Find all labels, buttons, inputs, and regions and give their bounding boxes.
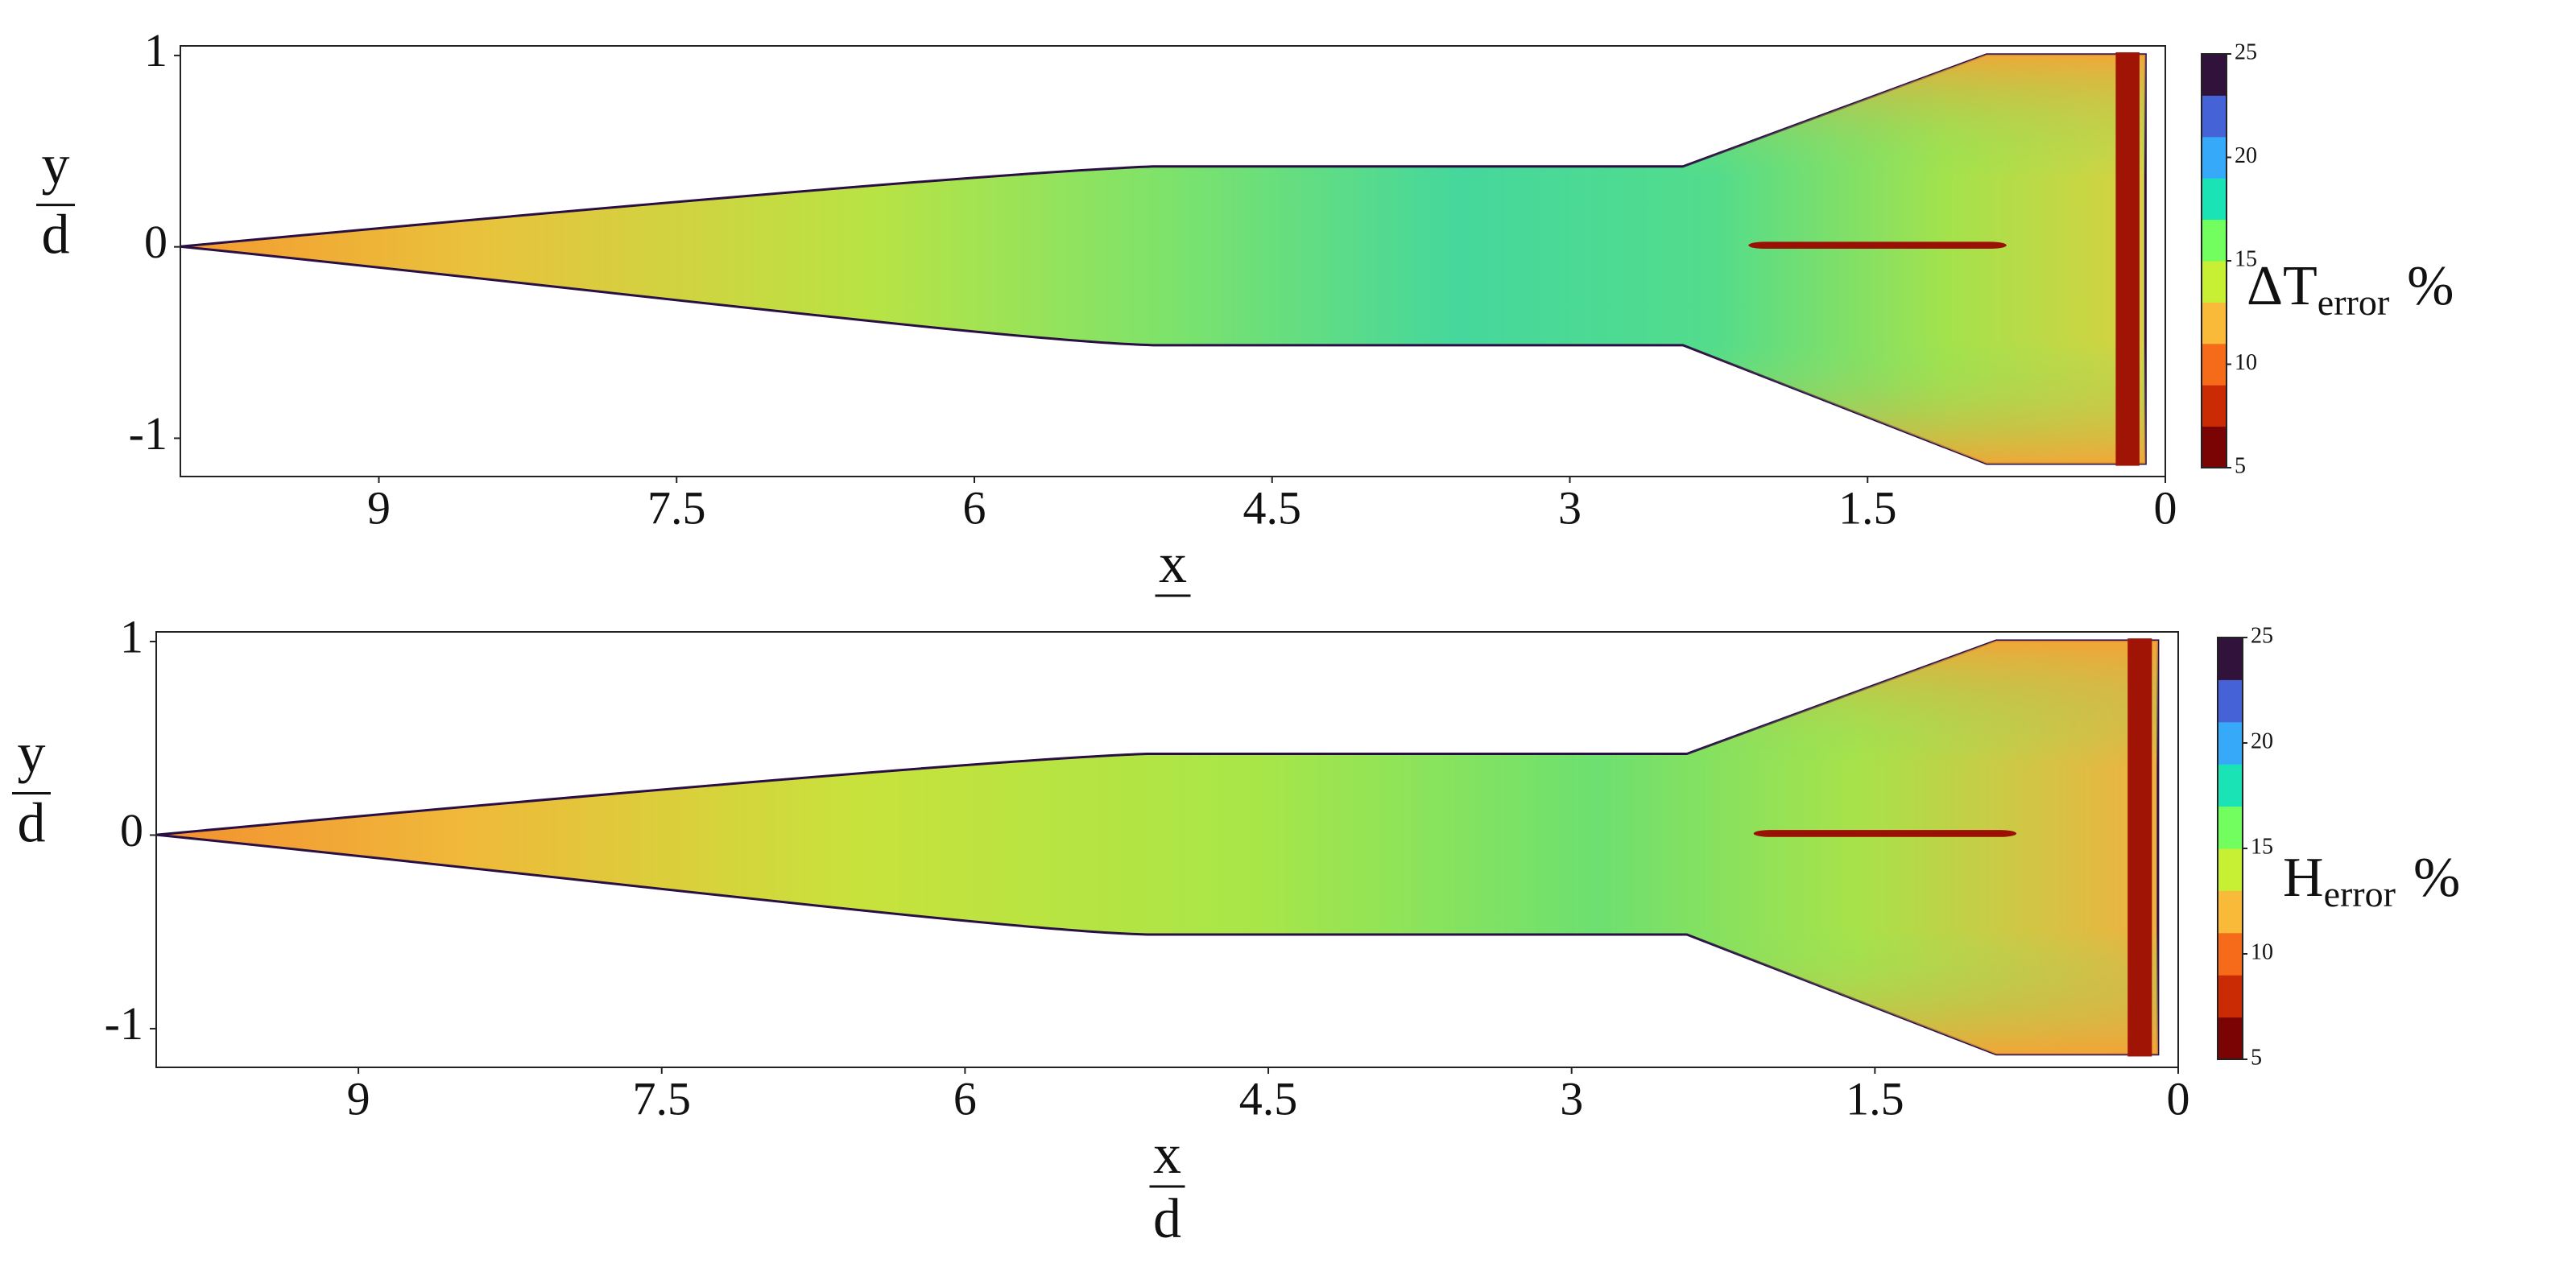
- x-tick-label: 0: [2154, 481, 2177, 534]
- colorbar-segment: [2218, 974, 2243, 1018]
- colorbar-segment: [2218, 806, 2243, 849]
- colorbar-tick-label: 10: [2235, 350, 2257, 375]
- vehicle-shape: [180, 55, 2145, 464]
- x-tick-label: 0: [2167, 1072, 2190, 1125]
- label-unit: %: [2413, 847, 2460, 909]
- colorbar-segment: [2202, 260, 2227, 303]
- hot-streak: [1753, 830, 2017, 837]
- axes-frame: [180, 45, 2166, 477]
- x-label-numerator: x: [1153, 1124, 1181, 1186]
- heatmap-field: [180, 52, 2145, 466]
- label-subscript: error: [2318, 282, 2389, 323]
- y-label-numerator: y: [18, 723, 46, 785]
- x-tick-label: 4.5: [1239, 1072, 1298, 1125]
- x-tick-label: 6: [963, 481, 986, 534]
- colorbar-label: Herror%: [2283, 847, 2460, 914]
- x-tick-label: 9: [367, 481, 391, 534]
- colorbar-tick-label: 20: [2251, 728, 2273, 753]
- colorbar-segment: [2202, 219, 2227, 262]
- y-tick-label: 0: [120, 804, 143, 856]
- colorbar-tick-label: 15: [2251, 834, 2273, 859]
- colorbar-segment: [2218, 1017, 2243, 1060]
- colorbar-segment: [2218, 721, 2243, 765]
- x-tick-label: 9: [347, 1072, 370, 1125]
- x-label-denominator: d: [1153, 1188, 1181, 1250]
- x-tick-label: 7.5: [647, 481, 706, 534]
- label-unit: %: [2407, 255, 2454, 317]
- x-tick-label: 7.5: [633, 1072, 692, 1125]
- x-tick-label: 1.5: [1838, 481, 1897, 534]
- vehicle-shape: [156, 641, 2158, 1054]
- x-tick-label: 3: [1560, 1072, 1583, 1125]
- x-tick-label: 1.5: [1846, 1072, 1904, 1125]
- colorbar-segment: [2202, 94, 2227, 138]
- y-tick-label: 1: [144, 24, 167, 76]
- fin-gradient: [1686, 640, 2158, 1054]
- hot-streak: [1748, 241, 2007, 249]
- colorbar-segment: [2202, 384, 2227, 427]
- y-tick-label: -1: [129, 407, 167, 460]
- heatmap-field: [156, 638, 2158, 1057]
- colorbar-segment: [2218, 679, 2243, 723]
- colorbar-segment: [2202, 177, 2227, 221]
- colorbar-segment: [2202, 301, 2227, 345]
- colorbar-tick-label: 5: [2251, 1045, 2262, 1070]
- colorbar-label: ΔTerror%: [2247, 255, 2454, 323]
- y-label-numerator: y: [42, 134, 70, 196]
- edge-strip: [2115, 52, 2140, 466]
- y-tick-label: 0: [144, 216, 167, 268]
- colorbar-tick-label: 25: [2235, 39, 2257, 64]
- y-tick-label: 1: [120, 610, 143, 662]
- colorbar-tick-label: 15: [2235, 246, 2257, 271]
- colorbar-segment: [2202, 136, 2227, 179]
- axes-frame: [155, 631, 2179, 1068]
- y-label-denominator: d: [42, 204, 70, 266]
- colorbar-segment: [2218, 889, 2243, 934]
- x-label-numerator: x: [1159, 533, 1187, 595]
- label-main: ΔT: [2247, 255, 2318, 317]
- x-tick-label: 3: [1558, 481, 1582, 534]
- fin-gradient: [1683, 54, 2146, 464]
- colorbar-segment: [2218, 932, 2243, 976]
- colorbar-tick-label: 20: [2235, 143, 2257, 168]
- label-main: H: [2283, 847, 2324, 909]
- colorbar-tick-label: 5: [2235, 453, 2246, 478]
- colorbar-tick-label: 10: [2251, 939, 2273, 964]
- y-label-denominator: d: [18, 793, 46, 855]
- colorbar-segment: [2202, 343, 2227, 386]
- colorbar-segment: [2218, 763, 2243, 807]
- colorbar-segment: [2218, 848, 2243, 891]
- y-tick-label: -1: [105, 997, 143, 1050]
- colorbar-segment: [2202, 53, 2227, 96]
- colorbar-segment: [2218, 637, 2243, 680]
- colorbar-segment: [2202, 426, 2227, 468]
- colorbar-tick-label: 25: [2251, 623, 2273, 648]
- label-subscript: error: [2324, 873, 2396, 914]
- edge-strip: [2127, 638, 2152, 1057]
- x-tick-label: 6: [953, 1072, 977, 1125]
- x-tick-label: 4.5: [1243, 481, 1302, 534]
